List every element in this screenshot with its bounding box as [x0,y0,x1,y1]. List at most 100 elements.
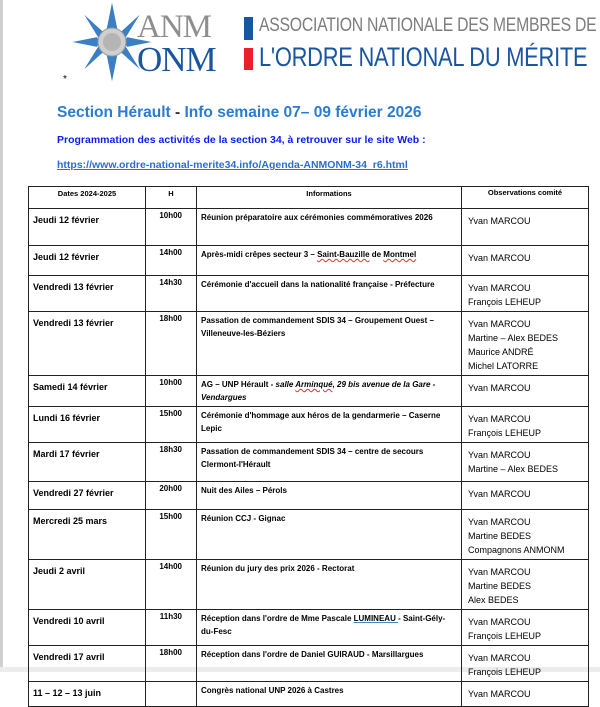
info-cell: Réunion du jury des prix 2026 - Rectorat [196,559,462,610]
table-row: Mercredi 25 mars 15h00 Réunion CCJ - Gigna… [28,509,589,560]
observations-cell: Yvan MARCOU [461,245,589,276]
observations-cell: Yvan MARCOU François LEHEUP [461,609,589,646]
agenda-link[interactable]: https://www.ordre-national-merite34.info… [57,159,408,171]
date-cell: Lundi 16 février [28,406,146,443]
info-text: AG – UNP Hérault - [201,380,276,389]
date-cell: Vendredi 27 février [28,481,146,510]
date-cell: Mercredi 25 mars [28,509,146,560]
info-text: salle [275,380,296,389]
logo-onm: ONM [137,40,217,79]
hour-cell: 18h00 [145,645,197,682]
hour-cell: 10h00 [145,375,197,407]
info-cell: AG – UNP Hérault - salle Arminqué, 29 bi… [196,375,462,407]
observer-name: Yvan MARCOU [468,653,531,663]
observer-name: Yvan MARCOU [468,489,531,499]
observer-name: Yvan MARCOU [468,414,531,424]
info-text: Congrès national UNP 2026 à Castres [201,686,344,695]
header-hour: H [145,186,197,209]
observer-name: Martine BEDES [468,531,532,541]
logo-blue-bar [244,17,253,40]
observer-name: Yvan MARCOU [468,689,531,699]
date-cell: Vendredi 13 février [28,311,146,376]
info-cell: Congrès national UNP 2026 à Castres [196,681,462,707]
info-text: Réception dans l'ordre de Mme Pascale [201,614,354,623]
info-text: Réunion CCJ - Gignac [201,514,286,523]
date-cell: Vendredi 10 avril [28,609,146,646]
window-edge [0,0,3,672]
info-text: , 29 bis avenue de la Gare - Vendargues [201,380,436,402]
table-row: Jeudi 12 février 14h00 Après-midi crêpes s… [28,245,589,276]
observer-name: Yvan MARCOU [468,617,531,627]
info-text: Montmel [383,250,417,259]
hour-cell: 14h00 [145,245,197,276]
logo-anm: ANM [137,9,212,45]
hour-cell: 11h30 [145,609,197,646]
observer-name: Yvan MARCOU [468,319,531,329]
logo-line2: L'ORDRE NATIONAL DU MÉRITE [259,42,588,72]
observer-name: Yvan MARCOU [468,450,531,460]
programme-text: Programmation des activités de la sectio… [57,134,426,146]
observer-name: Compagnons ANMONM [468,545,565,555]
table-row: Vendredi 27 février 20h00 Nuit des Ailes –… [28,481,589,510]
observer-name: Yvan MARCOU [468,383,531,393]
page-title: Section Hérault - Info semaine 07– 09 fé… [57,104,421,122]
observer-name: Maurice ANDRÉ [468,347,534,357]
observer-name: François LEHEUP [468,428,542,438]
date-cell: 11 – 12 – 13 juin [28,681,146,707]
info-text: - Saint-Gély-du-Fesc [201,614,446,636]
bullet: * [63,74,67,85]
hour-cell: 14h00 [145,559,197,610]
observer-name: Martine – Alex BEDES [468,464,559,474]
observer-name: Martine BEDES [468,581,532,591]
info-cell: Passation de commandement SDIS 34 – cent… [196,442,462,482]
table-row: 11 – 12 – 13 juin Congrès national UNP 20… [28,681,589,707]
observations-cell: Yvan MARCOU François LEHEUP [461,275,589,312]
table-row: Mardi 17 février 18h30 Passation de comman… [28,442,589,482]
hour-cell: 20h00 [145,481,197,510]
date-cell: Mardi 17 février [28,442,146,482]
info-text: Cérémonie d'hommage aux héros de la gend… [201,411,441,433]
observations-cell: Yvan MARCOU Martine – Alex BEDES [461,442,589,482]
info-text: Réunion du jury des prix 2026 - Rectorat [201,564,355,573]
title-info: Info semaine 07– 09 février 2026 [184,104,422,121]
observations-cell: Yvan MARCOU Martine – Alex BEDES Maurice A… [461,311,589,376]
table-row: Vendredi 13 février 18h00 Passation de com… [28,311,589,376]
table-row: Lundi 16 février 15h00 Cérémonie d'hommage… [28,406,589,443]
observer-name: Alex BEDES [468,595,519,605]
header-informations: Informations [196,186,462,209]
observations-cell: Yvan MARCOU François LEHEUP [461,406,589,443]
table-header: Dates 2024-2025 H Informations Observati… [28,186,589,209]
table-row: Vendredi 13 février 14h30 Cérémonie d'accu… [28,275,589,312]
info-cell: Passation de commandement SDIS 34 – Grou… [196,311,462,376]
title-section: Section Hérault [57,104,171,121]
date-cell: Jeudi 2 avril [28,559,146,610]
table-row: Jeudi 12 février 10h00 Réunion préparatoir… [28,208,589,246]
table-row: Samedi 14 février 10h00 AG – UNP Hérault -… [28,375,589,407]
info-cell: Nuit des Ailes – Pérols [196,481,462,510]
observations-cell: Yvan MARCOU [461,681,589,707]
medal-logo-icon [69,0,155,84]
hour-cell: 18h30 [145,442,197,482]
table-row: Jeudi 2 avril 14h00 Réunion du jury des pr… [28,559,589,610]
info-cell: Après-midi crêpes secteur 3 – Saint-Bauz… [196,245,462,276]
observations-cell: Yvan MARCOU [461,481,589,510]
date-cell: Vendredi 17 avril [28,645,146,682]
info-text: Passation de commandement SDIS 34 – Grou… [201,316,434,338]
info-cell: Réunion CCJ - Gignac [196,509,462,560]
observer-name: Yvan MARCOU [468,216,531,226]
observations-cell: Yvan MARCOU François LEHEUP [461,645,589,682]
date-cell: Samedi 14 février [28,375,146,407]
logo-line1: ASSOCIATION NATIONALE DES MEMBRES DE [259,15,597,36]
hour-cell: 10h00 [145,208,197,246]
info-text: Passation de commandement SDIS 34 – cent… [201,447,424,469]
info-cell: Réunion préparatoire aux cérémonies comm… [196,208,462,246]
observer-name: François LEHEUP [468,667,542,677]
hour-cell: 14h30 [145,275,197,312]
info-cell: Réception dans l'ordre de Mme Pascale LU… [196,609,462,646]
header-dates: Dates 2024-2025 [28,186,146,209]
observations-cell: Yvan MARCOU [461,208,589,246]
observer-name: Yvan MARCOU [468,253,531,263]
table-row: Vendredi 17 avril 18h00 Réception dans l'o… [28,645,589,682]
observer-name: Martine – Alex BEDES [468,333,559,343]
info-text: LUMINEAU [353,614,399,623]
